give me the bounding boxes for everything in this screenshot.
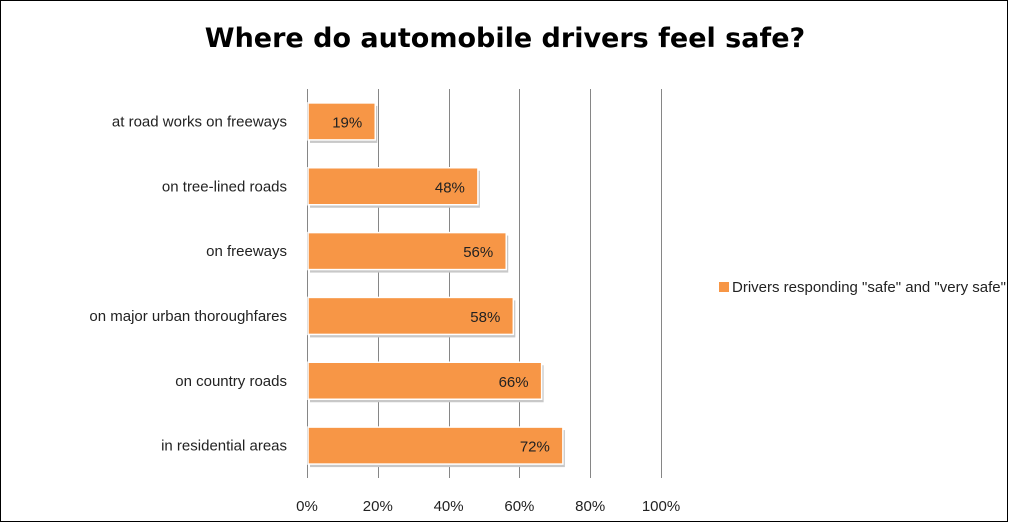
x-tick-label: 60% [504,498,534,515]
legend-label: Drivers responding "safe" and "very safe… [732,279,1006,296]
data-label: 56% [463,244,493,261]
category-label: in residential areas [161,438,287,455]
bar [307,361,543,400]
category-label: on major urban thoroughfares [89,308,287,325]
data-label: 72% [520,439,550,456]
bar [307,426,564,465]
x-tick-label: 40% [434,498,464,515]
bar [307,296,515,336]
x-tick-label: 0% [296,498,318,515]
bar [307,231,507,271]
chart-title: Where do automobile drivers feel safe? [204,23,806,54]
category-label: on tree-lined roads [162,178,287,195]
data-label: 48% [435,179,465,196]
legend-swatch [719,282,729,292]
x-tick-label: 100% [642,498,680,515]
bar [307,102,377,141]
category-label: on country roads [175,373,287,390]
x-tick-label: 80% [575,498,605,515]
data-label: 19% [332,114,362,131]
data-label: 66% [499,374,529,391]
category-label: at road works on freeways [112,113,287,130]
bar [307,167,479,206]
data-label: 58% [470,309,500,326]
category-label: on freeways [206,243,287,260]
x-tick-label: 20% [363,498,393,515]
